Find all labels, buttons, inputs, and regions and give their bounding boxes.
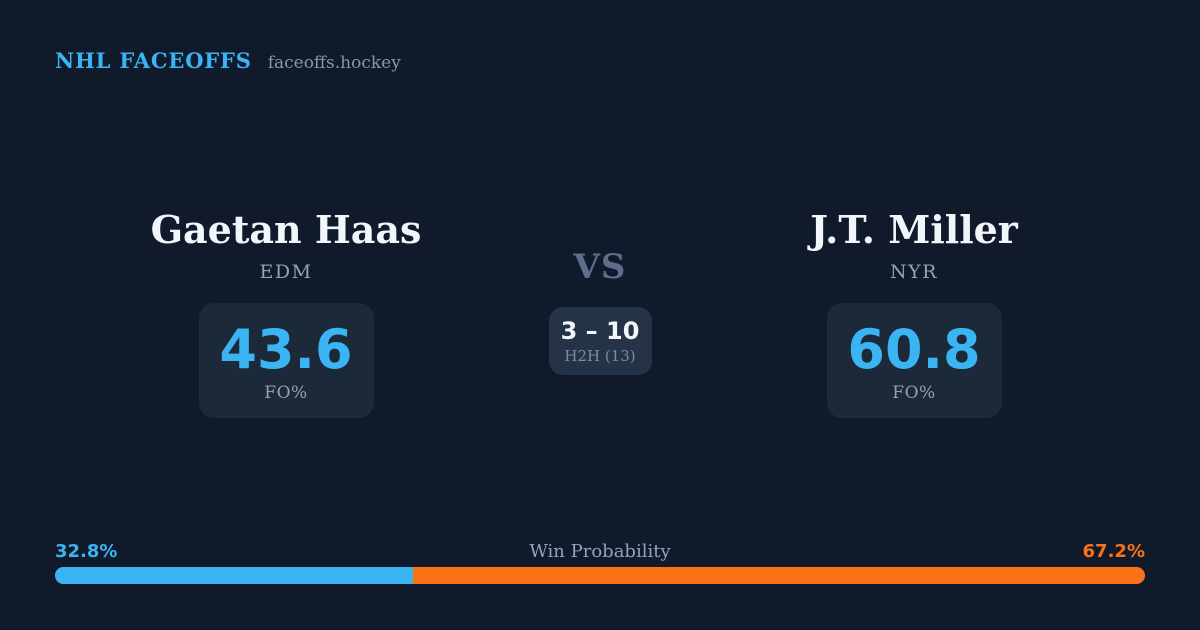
win-probability-labels: 32.8% Win Probability 67.2%: [0, 541, 1200, 562]
win-probability-bar: [55, 567, 1145, 584]
win-probability-title: Win Probability: [529, 541, 671, 562]
h2h-score: 3 – 10: [560, 317, 640, 345]
win-probability-left-pct: 32.8%: [55, 541, 118, 562]
player-right-fo-label: FO%: [892, 382, 936, 403]
player-left-fo-label: FO%: [264, 382, 308, 403]
player-left-name: Gaetan Haas: [150, 207, 422, 252]
versus-column: VS 3 – 10 H2H (13): [516, 207, 684, 375]
h2h-box: 3 – 10 H2H (13): [548, 307, 652, 375]
h2h-label: H2H (13): [564, 347, 636, 365]
player-left-fo-value: 43.6: [219, 317, 353, 381]
player-right-name: J.T. Miller: [810, 207, 1018, 252]
player-left-team: EDM: [259, 261, 313, 283]
header: NHL FACEOFFS faceoffs.hockey: [55, 48, 401, 73]
player-right: J.T. Miller NYR 60.8 FO%: [684, 207, 1144, 418]
player-left: Gaetan Haas EDM 43.6 FO%: [56, 207, 516, 418]
matchup-section: Gaetan Haas EDM 43.6 FO% VS 3 – 10 H2H (…: [0, 207, 1200, 418]
win-bar-left: [55, 567, 413, 584]
player-right-team: NYR: [890, 261, 938, 283]
brand-title: NHL FACEOFFS: [55, 48, 252, 73]
player-right-fo-value: 60.8: [847, 317, 981, 381]
player-right-stat-card: 60.8 FO%: [826, 303, 1002, 418]
player-left-stat-card: 43.6 FO%: [198, 303, 374, 418]
site-domain: faceoffs.hockey: [267, 53, 401, 73]
win-probability-right-pct: 67.2%: [1082, 541, 1145, 562]
vs-label: VS: [573, 247, 627, 287]
